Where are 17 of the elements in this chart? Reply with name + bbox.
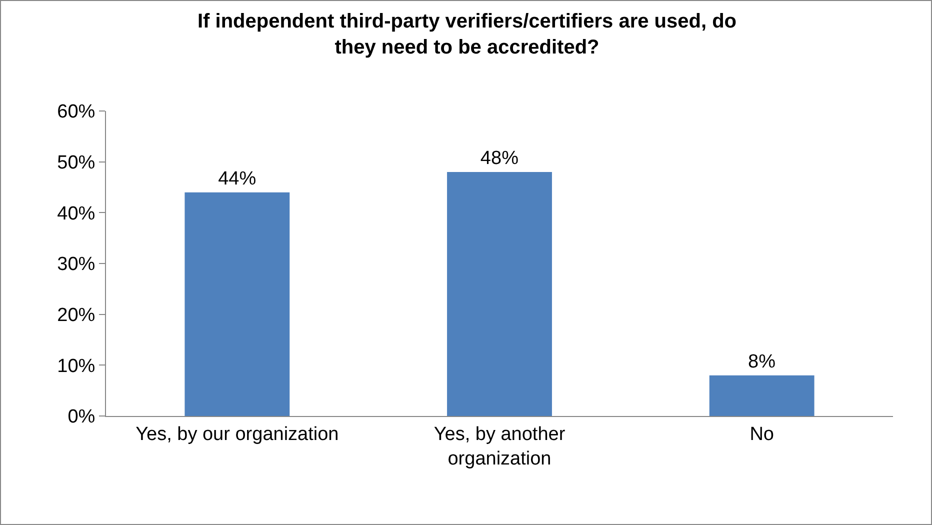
x-tick-label: Yes, by our organization bbox=[136, 424, 339, 445]
y-tick-label: 60% bbox=[57, 102, 96, 123]
y-tick-label: 20% bbox=[57, 304, 96, 326]
chart-title: If independent third-party verifiers/certifiers are used, do they need to be accredited? bbox=[197, 10, 737, 58]
y-tick-label: 30% bbox=[57, 254, 96, 276]
bar bbox=[184, 192, 290, 416]
data-label: 8% bbox=[748, 351, 776, 372]
y-tick-label: 40% bbox=[57, 203, 96, 224]
bar bbox=[447, 172, 552, 416]
bar bbox=[709, 375, 814, 416]
x-tick-label: Yes, by another organization bbox=[434, 424, 566, 470]
data-label: 44% bbox=[218, 168, 256, 190]
x-tick-label: No bbox=[750, 424, 774, 445]
data-label: 48% bbox=[480, 148, 519, 169]
y-tick-label: 0% bbox=[68, 406, 96, 428]
y-tick-label: 50% bbox=[57, 152, 96, 174]
y-tick-label: 10% bbox=[57, 356, 96, 377]
